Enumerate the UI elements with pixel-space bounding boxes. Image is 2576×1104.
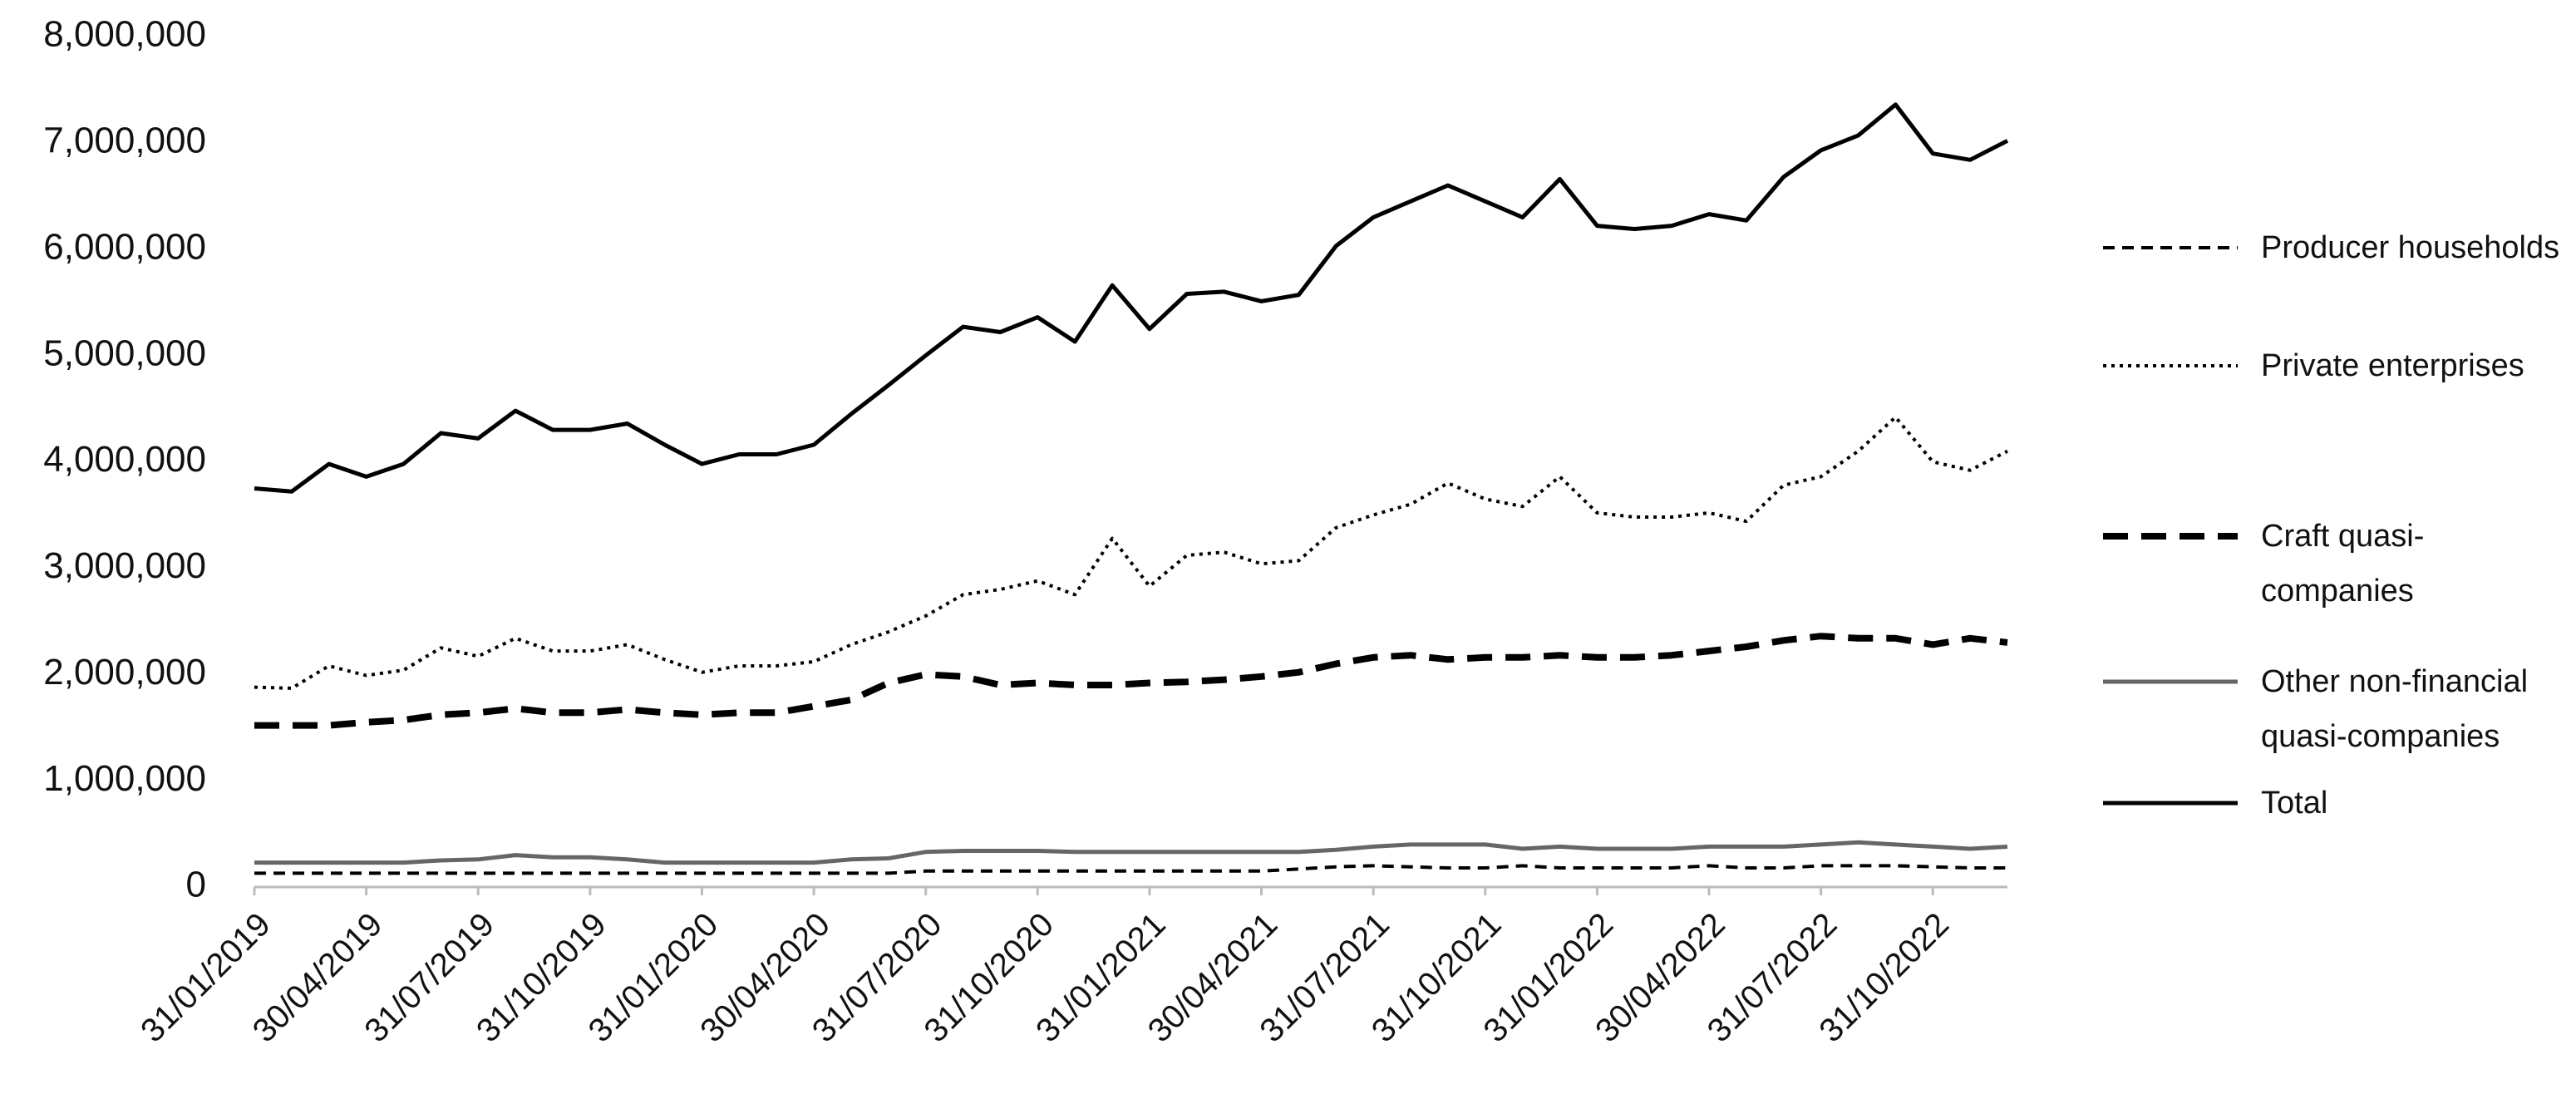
y-tick-label: 6,000,000 bbox=[43, 226, 206, 267]
legend-label: Total bbox=[2261, 786, 2328, 821]
y-tick-label: 4,000,000 bbox=[43, 439, 206, 480]
series-line bbox=[254, 864, 2007, 875]
series-line bbox=[254, 415, 2008, 690]
legend-label: Producer households bbox=[2261, 230, 2560, 265]
legend-label: Other non-financial quasi-companies bbox=[2261, 664, 2529, 754]
series-line bbox=[254, 633, 2008, 729]
y-tick-label: 5,000,000 bbox=[43, 333, 206, 373]
series-line bbox=[254, 102, 2009, 494]
series-line bbox=[254, 840, 2008, 865]
y-tick-label: 1,000,000 bbox=[43, 758, 206, 799]
y-tick-label: 2,000,000 bbox=[43, 652, 206, 692]
y-tick-label: 8,000,000 bbox=[43, 14, 206, 55]
legend-label: Craft quasi-companies bbox=[2261, 519, 2425, 609]
legend-label: Private enterprises bbox=[2261, 348, 2524, 383]
y-tick-label: 7,000,000 bbox=[43, 121, 206, 161]
y-tick-label: 0 bbox=[186, 865, 206, 905]
y-tick-label: 3,000,000 bbox=[43, 545, 206, 586]
